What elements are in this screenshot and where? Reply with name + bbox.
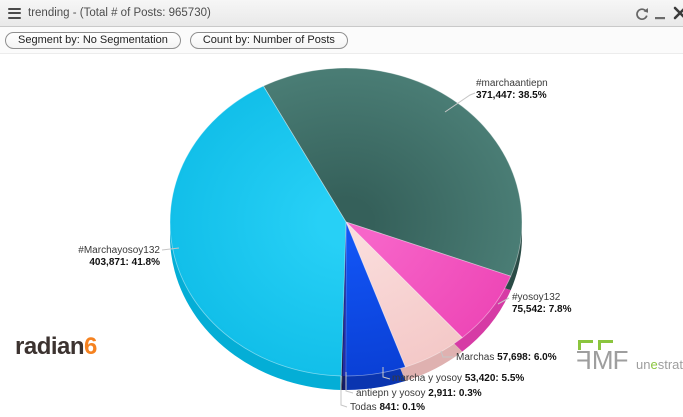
pie-slice--marchaantiepn[interactable] (262, 67, 523, 277)
window-controls (630, 0, 683, 26)
fmf-letters: FMF (577, 345, 628, 375)
fmf-bracket-icon (598, 340, 613, 350)
menu-icon[interactable] (8, 7, 21, 19)
radian6-logo-six: 6 (84, 333, 97, 360)
pie-slice-antiepn-y-yosoy[interactable] (342, 222, 346, 376)
radian6-logo-text: radian (15, 333, 85, 360)
leader-line (340, 376, 348, 408)
window-title: trending - (Total # of Posts: 965730) (28, 7, 211, 19)
minimize-icon[interactable] (650, 3, 670, 23)
fmf-unestrat-logo: FMF unestrat (577, 340, 683, 375)
pie-slice-marchas[interactable] (345, 221, 463, 368)
pie-slice--marchayosoy132[interactable] (169, 85, 347, 377)
leader-line (440, 350, 453, 358)
leader-line (382, 367, 391, 380)
pie-slice-todas[interactable] (341, 222, 346, 376)
chart-toolbar: Segment by: No Segmentation Count by: Nu… (0, 27, 683, 54)
fmf-bracket-icon (578, 340, 593, 350)
leader-line (444, 92, 476, 113)
window-title-bar: trending - (Total # of Posts: 965730) (0, 0, 683, 27)
refresh-icon[interactable] (630, 3, 650, 23)
fmf-sub-text: unestrat (636, 357, 683, 372)
leader-line (345, 372, 354, 394)
segment-by-button[interactable]: Segment by: No Segmentation (5, 31, 181, 49)
pie-slice--yosoy132[interactable] (345, 221, 512, 339)
radian6-logo: radian6 (15, 333, 97, 361)
close-icon[interactable] (670, 3, 683, 23)
leader-line (497, 297, 510, 305)
count-by-button[interactable]: Count by: Number of Posts (189, 31, 348, 49)
leader-line (161, 247, 180, 251)
